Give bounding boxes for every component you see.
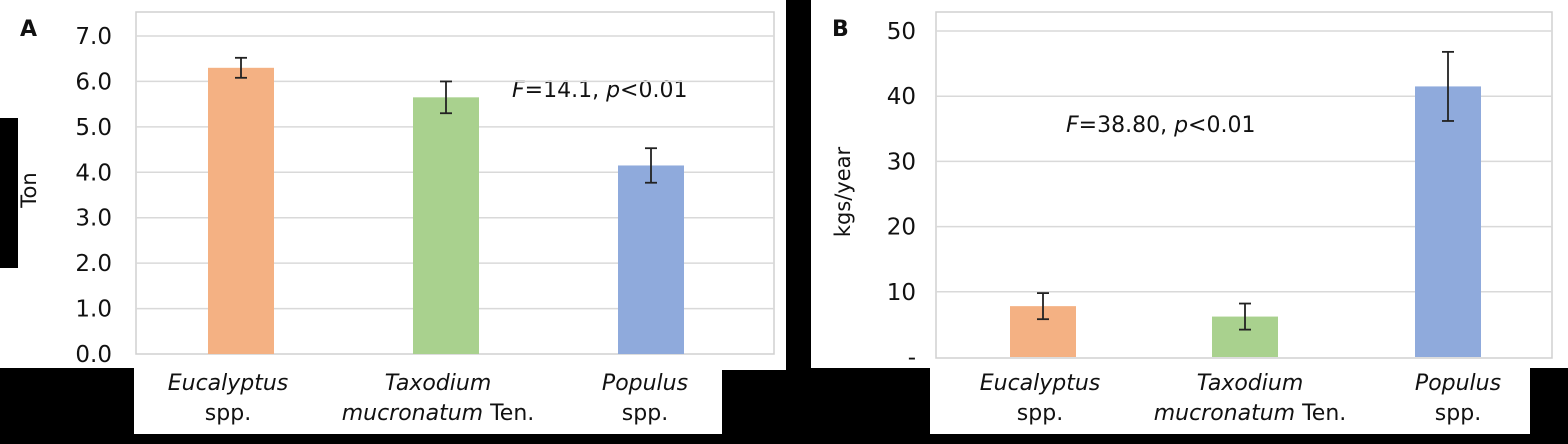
panel-a-bar xyxy=(208,67,274,355)
panel-b-category-label-line2: spp. xyxy=(1017,401,1063,426)
panel-b-y-axis-title: kgs/year xyxy=(831,146,855,237)
panel-b-bar xyxy=(1415,86,1481,358)
panel-b-category-label-line2: mucronatum Ten. xyxy=(1154,401,1347,426)
panel-a-y-tick-label: 7.0 xyxy=(75,24,112,50)
panel-b-stat-annotation: F=38.80, p<0.01 xyxy=(1066,113,1255,138)
panel-a-bar xyxy=(618,165,684,354)
panel-b-category-label-line1: Populus xyxy=(1415,371,1501,396)
panel-a-y-axis-title: Ton xyxy=(17,172,41,208)
panel-a-category-label-line2: spp. xyxy=(622,401,668,426)
panel-b-category-label-line1: Eucalyptus xyxy=(980,371,1101,396)
panel-b-stat-symbol: F xyxy=(1066,113,1079,138)
panel-a-y-tick-label: 1.0 xyxy=(75,297,112,323)
panel-a-y-tick-label: 4.0 xyxy=(75,160,112,186)
panel-a-y-tick-label: 2.0 xyxy=(75,251,112,277)
panel-b-p-value: <0.01 xyxy=(1188,113,1255,138)
panel-a-p-symbol: p xyxy=(605,78,620,103)
panel-a-left-mask xyxy=(0,118,18,268)
panel-b-category-label-line1: Taxodium xyxy=(1197,371,1304,396)
panel-a-category-label-line1: Populus xyxy=(602,371,688,396)
panel-b-y-tick-label: 50 xyxy=(887,19,916,45)
panel-b-y-tick-label: 10 xyxy=(887,280,916,306)
panel-a-bar xyxy=(413,97,479,354)
panel-b-label: B xyxy=(832,17,849,42)
panel-b-p-symbol: p xyxy=(1173,113,1188,138)
panel-a-category-label-line1: Taxodium xyxy=(385,371,492,396)
panel-a-y-tick-label: 6.0 xyxy=(75,69,112,95)
chart-marks: 0.0 1.0 2.0 3.0 4.0 5.0 6.0 7.0 Eucalyptus spp. Ta… xyxy=(75,19,1552,426)
panel-a-stat-symbol: F xyxy=(512,78,525,103)
panel-a-y-tick-label: 5.0 xyxy=(75,115,112,141)
panel-b-y-tick-label: 30 xyxy=(887,149,916,175)
panel-a-label: A xyxy=(20,17,37,42)
panel-a-category-strip xyxy=(134,366,722,434)
panel-b-stat-value: =38.80, xyxy=(1079,113,1174,138)
panel-a-category-label-line2: spp. xyxy=(205,401,251,426)
panel-a-category-label-line2: mucronatum Ten. xyxy=(342,401,535,426)
panel-b-y-tick-label: 20 xyxy=(887,215,916,241)
panel-b-y-tick-label: - xyxy=(908,345,916,371)
panel-b-category-strip xyxy=(930,366,1530,434)
panel-b-category-label-line2: spp. xyxy=(1435,401,1481,426)
panel-a-category-label-line1: Eucalyptus xyxy=(168,371,289,396)
panel-b-y-tick-label: 40 xyxy=(887,84,916,110)
panel-a-y-tick-label: 0.0 xyxy=(75,342,112,368)
panel-a-y-tick-label: 3.0 xyxy=(75,206,112,232)
panel-b-plot-frame xyxy=(935,11,1553,359)
